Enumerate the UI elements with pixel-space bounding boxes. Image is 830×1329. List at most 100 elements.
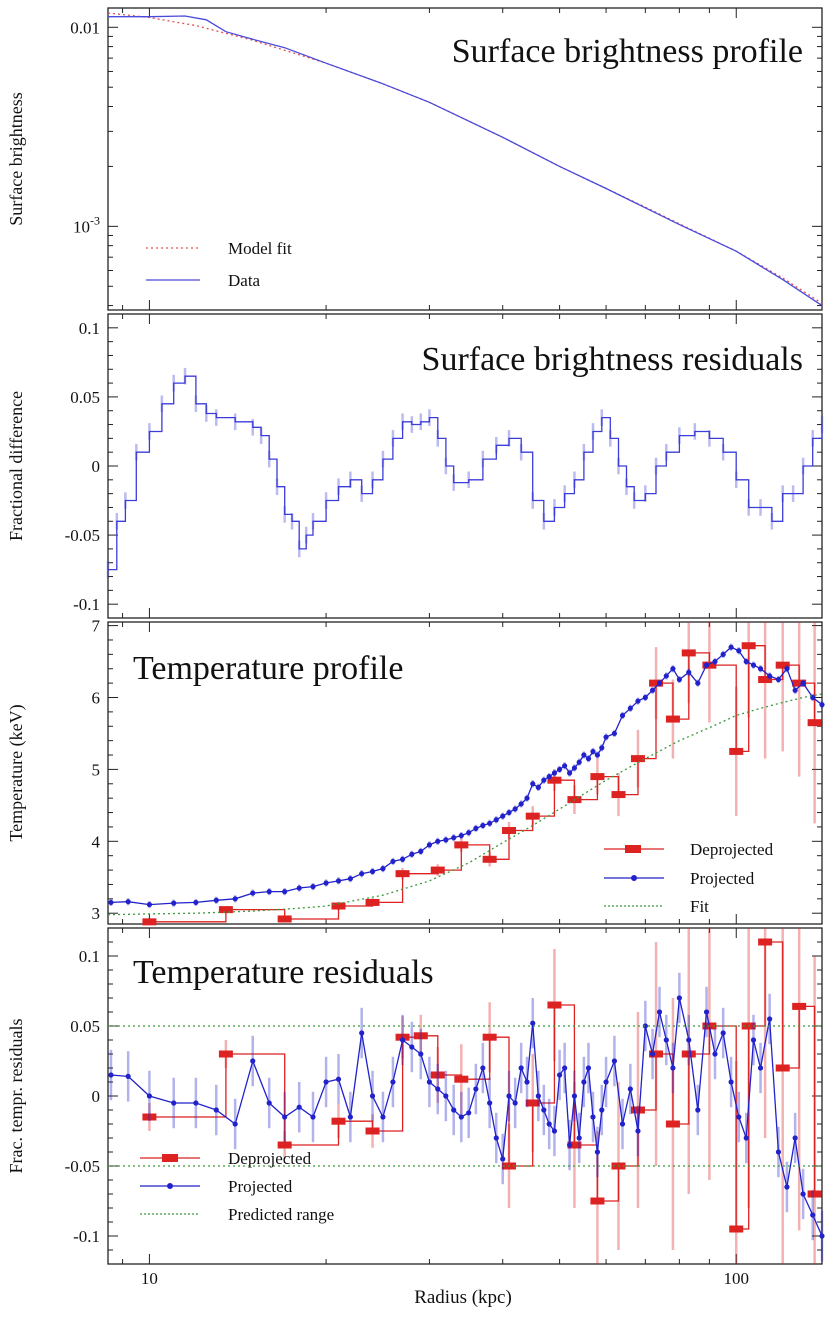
data-point <box>599 1107 605 1113</box>
data-point <box>712 1051 718 1057</box>
data-point <box>335 1076 342 1082</box>
data-point <box>430 866 445 874</box>
data-point <box>451 1107 457 1113</box>
legend-label-fit: Fit <box>690 897 709 916</box>
data-point <box>611 730 618 737</box>
data-point <box>525 1099 540 1107</box>
data-point <box>590 773 605 781</box>
panel-title: Surface brightness residuals <box>422 341 803 378</box>
data-point <box>562 763 568 769</box>
data-point <box>567 1141 582 1149</box>
data-point <box>142 1113 157 1121</box>
data-point <box>619 712 626 719</box>
data-point <box>819 1233 825 1239</box>
data-point <box>282 1114 288 1120</box>
y-tick-label: 0.05 <box>70 1017 100 1036</box>
data-point <box>535 784 541 790</box>
data-point <box>435 838 441 844</box>
data-point <box>767 673 773 679</box>
data-point <box>576 759 582 765</box>
data-point <box>487 1100 493 1106</box>
data-point <box>703 1009 710 1015</box>
data-point <box>556 1072 563 1078</box>
x-axis-label: Radius (kpc) <box>414 1287 512 1308</box>
y-tick-label: 5 <box>92 760 101 779</box>
data-point <box>480 1065 486 1071</box>
data-point <box>630 1106 645 1114</box>
data-point <box>454 841 469 849</box>
data-point <box>493 817 499 823</box>
data-point <box>594 752 601 758</box>
legend: Deprojected Projected Predicted range <box>140 1149 334 1224</box>
y-tick-labels: 0.1 0.05 0 -0.05 -0.1 <box>65 947 100 1246</box>
data-point <box>551 770 558 776</box>
data-point <box>775 1064 790 1072</box>
data-point <box>603 1079 609 1085</box>
data-point <box>807 1190 822 1198</box>
data-point <box>649 1051 656 1057</box>
legend: Model fit Data <box>146 239 292 290</box>
data-point <box>331 902 346 910</box>
data-point <box>323 1079 329 1085</box>
legend-label-deprojected: Deprojected <box>690 840 774 859</box>
data-point <box>750 1037 757 1043</box>
data-point <box>800 680 806 686</box>
data-point <box>676 676 682 683</box>
data-point <box>193 1100 199 1106</box>
data-point <box>656 1009 663 1015</box>
data-point <box>736 648 742 654</box>
legend-label-projected: Projected <box>690 869 755 888</box>
data-point <box>171 900 177 906</box>
data-point <box>743 1135 749 1141</box>
data-point <box>142 918 157 926</box>
data-point <box>390 858 396 865</box>
panel-frame <box>107 621 823 925</box>
data-point <box>566 770 573 776</box>
axis-ticks <box>108 622 822 924</box>
data-point <box>792 687 798 693</box>
data-point <box>635 1128 641 1134</box>
y-axis-label: Frac. tempr. residuals <box>6 1019 26 1174</box>
data-point <box>473 825 479 831</box>
series-projected <box>108 643 825 909</box>
data-point <box>409 851 415 857</box>
y-tick-label: -0.1 <box>73 595 100 614</box>
data-point <box>518 801 524 807</box>
data-point <box>482 855 497 863</box>
data-point <box>792 1002 807 1010</box>
y-tick-label: -0.05 <box>65 526 100 545</box>
data-point <box>551 1128 558 1134</box>
data-point <box>466 830 472 836</box>
y-tick-label: -0.05 <box>65 1157 100 1176</box>
data-point <box>619 1121 626 1127</box>
panel-title: Surface brightness profile <box>452 33 803 70</box>
y-tick-label: 0.05 <box>70 388 100 407</box>
series-line <box>149 645 816 923</box>
data-point <box>562 1065 568 1071</box>
data-point <box>266 889 272 895</box>
data-point <box>482 1033 497 1041</box>
data-point <box>757 666 764 672</box>
legend-label-predicted-range: Predicted range <box>228 1205 334 1224</box>
data-point <box>810 1212 816 1218</box>
data-point <box>390 1079 396 1085</box>
data-point <box>380 1114 386 1120</box>
data-point <box>518 1065 524 1071</box>
data-point <box>792 679 807 687</box>
data-point <box>729 1225 744 1233</box>
data-point <box>458 1114 464 1120</box>
axis-ticks <box>108 8 822 310</box>
data-point <box>365 898 380 906</box>
data-point <box>296 885 302 891</box>
data-point <box>146 901 153 908</box>
data-point <box>599 745 605 751</box>
data-point <box>524 1079 530 1085</box>
data-point <box>663 1037 669 1043</box>
data-point <box>213 897 219 903</box>
data-point <box>500 813 506 819</box>
data-point <box>728 1079 734 1085</box>
data-point <box>512 806 518 812</box>
data-point <box>310 884 316 890</box>
data-point <box>395 870 410 878</box>
